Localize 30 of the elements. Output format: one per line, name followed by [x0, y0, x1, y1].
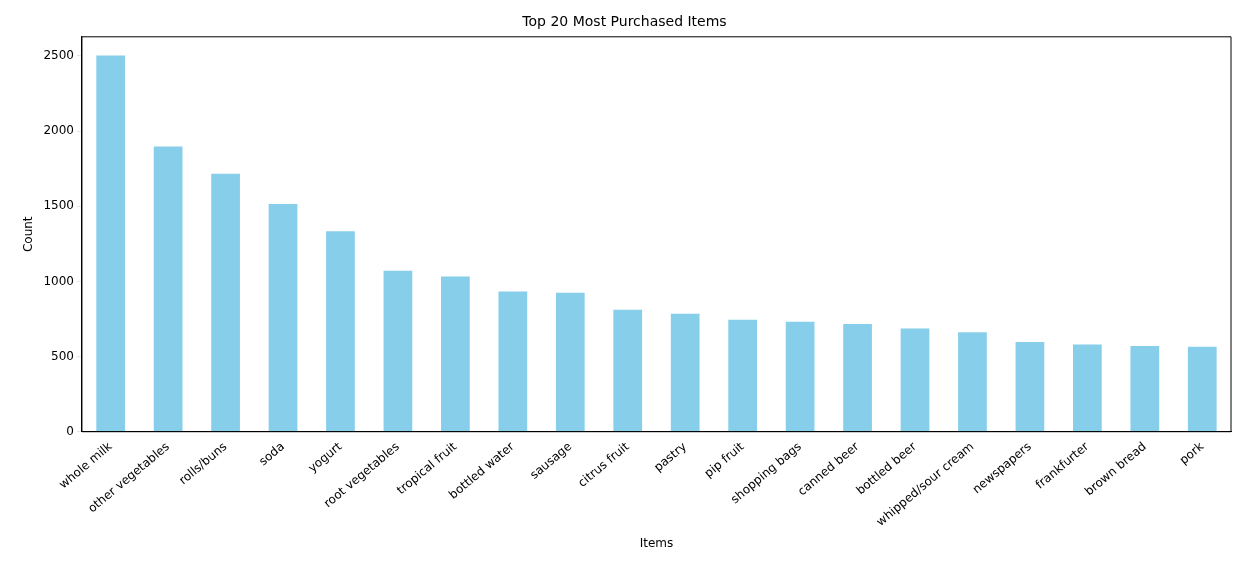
x-axis-title: Items — [639, 535, 674, 550]
y-tick-label: 2500 — [43, 48, 74, 63]
bar — [1187, 346, 1217, 432]
bar — [1015, 342, 1045, 432]
chart-title: Top 20 Most Purchased Items — [521, 13, 727, 30]
bar — [268, 204, 298, 432]
y-tick-label: 500 — [51, 348, 74, 363]
bar — [670, 313, 700, 432]
bar — [441, 276, 470, 432]
bar — [326, 231, 355, 432]
bar — [498, 291, 528, 432]
bar — [96, 55, 126, 432]
bar — [958, 332, 987, 432]
bar — [211, 173, 240, 432]
bar — [153, 146, 183, 432]
y-tick-label: 0 — [66, 423, 74, 438]
bar — [1073, 344, 1102, 432]
bar — [785, 321, 815, 432]
bar — [1130, 345, 1160, 432]
y-tick-label: 1500 — [43, 198, 74, 213]
bar — [843, 323, 872, 432]
x-tick-label: pip fruit — [701, 439, 747, 481]
bar — [728, 319, 758, 432]
bar — [900, 328, 930, 432]
bar — [383, 270, 413, 432]
y-axis-title: Count — [21, 216, 36, 253]
bar — [613, 309, 643, 432]
bar — [555, 292, 585, 432]
y-tick-label: 1000 — [43, 273, 74, 288]
y-tick-label: 2000 — [43, 123, 74, 138]
